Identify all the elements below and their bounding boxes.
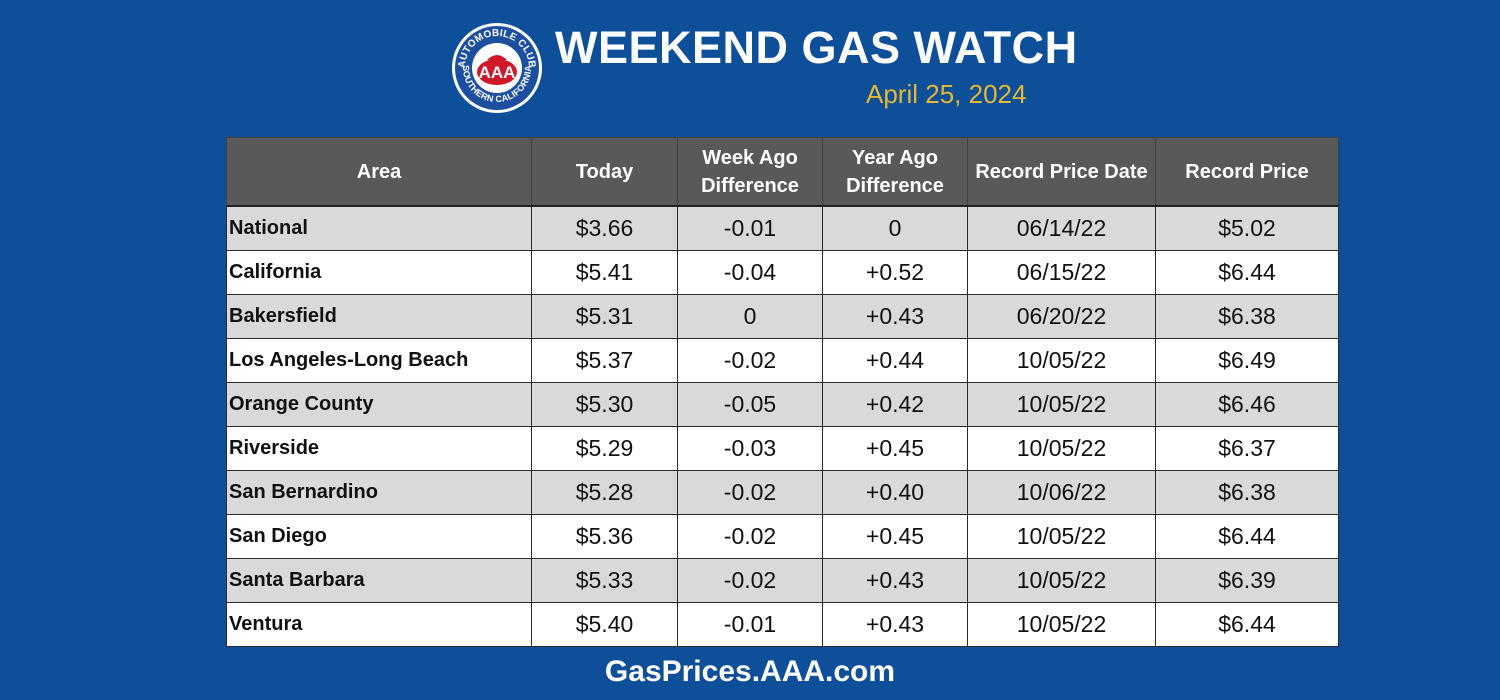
cell-today: $3.66 xyxy=(531,205,678,251)
footer-url: GasPrices.AAA.com xyxy=(604,655,896,688)
col-header-today: Today xyxy=(531,137,678,207)
cell-week-diff: -0.04 xyxy=(677,250,823,295)
cell-record-price: $6.44 xyxy=(1155,250,1339,295)
gas-price-table: Area Today Week Ago Difference Year Ago … xyxy=(226,137,1339,647)
col-header-record-date: Record Price Date xyxy=(967,137,1156,207)
cell-week-diff: -0.02 xyxy=(677,514,823,559)
cell-today: $5.31 xyxy=(531,294,678,339)
cell-record-date: 10/05/22 xyxy=(967,338,1156,383)
cell-record-date: 06/20/22 xyxy=(967,294,1156,339)
table-row: Bakersfield $5.31 0 +0.43 06/20/22 $6.38 xyxy=(226,294,1339,339)
cell-record-date: 06/15/22 xyxy=(967,250,1156,295)
cell-area: National xyxy=(226,205,532,251)
col-header-week-ago: Week Ago Difference xyxy=(677,137,823,207)
cell-week-diff: -0.02 xyxy=(677,558,823,603)
cell-week-diff: -0.01 xyxy=(677,205,823,251)
table-row: San Bernardino $5.28 -0.02 +0.40 10/06/22 $6.… xyxy=(226,470,1339,515)
cell-record-date: 10/06/22 xyxy=(967,470,1156,515)
aaa-logo-icon: AUTOMOBILE CLUB SOUTHERN CALIFORNIA AAA xyxy=(452,23,542,113)
cell-record-date: 06/14/22 xyxy=(967,205,1156,251)
cell-area: California xyxy=(226,250,532,295)
cell-area: Orange County xyxy=(226,382,532,427)
cell-week-diff: -0.03 xyxy=(677,426,823,471)
cell-today: $5.29 xyxy=(531,426,678,471)
cell-record-date: 10/05/22 xyxy=(967,426,1156,471)
table-row: Santa Barbara $5.33 -0.02 +0.43 10/05/22 $6.3… xyxy=(226,558,1339,603)
col-header-year-ago: Year Ago Difference xyxy=(822,137,968,207)
table-row: Ventura $5.40 -0.01 +0.43 10/05/22 $6.44 xyxy=(226,602,1339,647)
table-row: Riverside $5.29 -0.03 +0.45 10/05/22 $6.37 xyxy=(226,426,1339,471)
cell-week-diff: -0.05 xyxy=(677,382,823,427)
cell-today: $5.37 xyxy=(531,338,678,383)
svg-text:AAA: AAA xyxy=(479,63,516,82)
header: AUTOMOBILE CLUB SOUTHERN CALIFORNIA AAA … xyxy=(0,0,1500,130)
cell-year-diff: +0.52 xyxy=(822,250,968,295)
table-row: California $5.41 -0.04 +0.52 06/15/22 $6.44 xyxy=(226,250,1339,295)
cell-today: $5.40 xyxy=(531,602,678,647)
table-row: San Diego $5.36 -0.02 +0.45 10/05/22 $6.44 xyxy=(226,514,1339,559)
col-header-record-price: Record Price xyxy=(1155,137,1339,207)
cell-record-price: $6.38 xyxy=(1155,470,1339,515)
cell-record-price: $6.44 xyxy=(1155,602,1339,647)
cell-year-diff: +0.44 xyxy=(822,338,968,383)
cell-record-price: $6.49 xyxy=(1155,338,1339,383)
cell-today: $5.28 xyxy=(531,470,678,515)
cell-area: San Diego xyxy=(226,514,532,559)
cell-area: Santa Barbara xyxy=(226,558,532,603)
cell-year-diff: +0.43 xyxy=(822,558,968,603)
cell-area: Ventura xyxy=(226,602,532,647)
cell-week-diff: -0.01 xyxy=(677,602,823,647)
cell-year-diff: +0.42 xyxy=(822,382,968,427)
col-header-area: Area xyxy=(226,137,532,207)
cell-year-diff: +0.40 xyxy=(822,470,968,515)
table-row: Orange County $5.30 -0.05 +0.42 10/05/22 $6.4… xyxy=(226,382,1339,427)
table-header-row: Area Today Week Ago Difference Year Ago … xyxy=(226,137,1339,207)
table-row: Los Angeles-Long Beach $5.37 -0.02 +0.44 10/… xyxy=(226,338,1339,383)
cell-record-date: 10/05/22 xyxy=(967,514,1156,559)
cell-record-price: $5.02 xyxy=(1155,205,1339,251)
cell-area: Los Angeles-Long Beach xyxy=(226,338,532,383)
cell-today: $5.33 xyxy=(531,558,678,603)
cell-year-diff: +0.43 xyxy=(822,602,968,647)
cell-area: Riverside xyxy=(226,426,532,471)
cell-record-date: 10/05/22 xyxy=(967,602,1156,647)
cell-record-date: 10/05/22 xyxy=(967,558,1156,603)
cell-record-price: $6.37 xyxy=(1155,426,1339,471)
cell-week-diff: 0 xyxy=(677,294,823,339)
cell-record-price: $6.44 xyxy=(1155,514,1339,559)
page-title: WEEKEND GAS WATCH xyxy=(555,22,1078,73)
cell-record-price: $6.46 xyxy=(1155,382,1339,427)
cell-year-diff: +0.43 xyxy=(822,294,968,339)
table-row: National $3.66 -0.01 0 06/14/22 $5.02 xyxy=(226,205,1339,251)
cell-record-price: $6.39 xyxy=(1155,558,1339,603)
cell-area: Bakersfield xyxy=(226,294,532,339)
page-date: April 25, 2024 xyxy=(866,79,1027,109)
cell-today: $5.36 xyxy=(531,514,678,559)
cell-area: San Bernardino xyxy=(226,470,532,515)
cell-record-date: 10/05/22 xyxy=(967,382,1156,427)
cell-today: $5.30 xyxy=(531,382,678,427)
cell-year-diff: +0.45 xyxy=(822,514,968,559)
cell-today: $5.41 xyxy=(531,250,678,295)
cell-record-price: $6.38 xyxy=(1155,294,1339,339)
cell-week-diff: -0.02 xyxy=(677,338,823,383)
cell-year-diff: +0.45 xyxy=(822,426,968,471)
cell-year-diff: 0 xyxy=(822,205,968,251)
cell-week-diff: -0.02 xyxy=(677,470,823,515)
